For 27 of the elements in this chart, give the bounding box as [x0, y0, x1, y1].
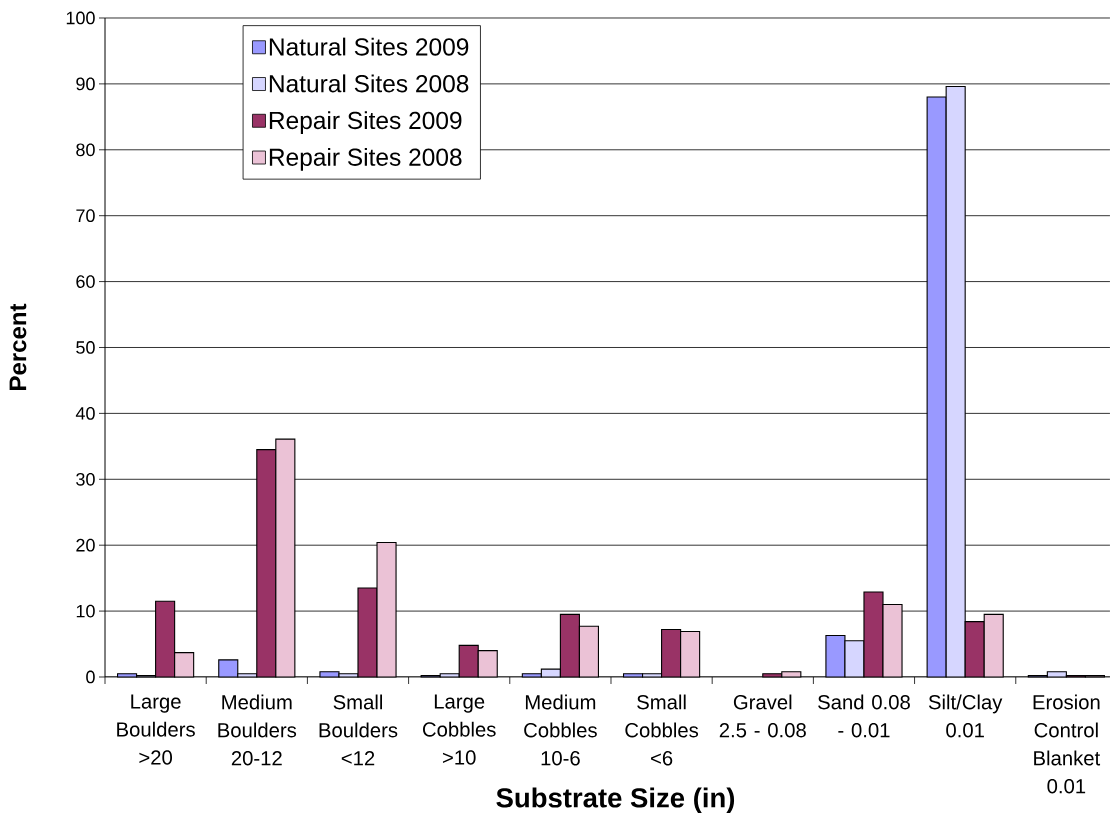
legend-label: Natural Sites 2008 — [269, 74, 469, 93]
y-tick-label: 30 — [76, 472, 95, 486]
y-tick-label: 10 — [76, 604, 95, 618]
y-tick-label: 40 — [75, 407, 95, 420]
x-tick-label: Gravel 2.5 - 0.08 — [719, 694, 806, 738]
legend-label: Natural Sites 2009 — [269, 37, 469, 56]
y-tick-label: 90 — [76, 77, 95, 91]
y-axis-title: Percent — [9, 303, 27, 390]
y-tick-label: 0 — [86, 670, 95, 684]
y-tick-label: 50 — [76, 341, 95, 354]
x-tick-label: Medium Boulders 20-12 — [218, 694, 297, 766]
x-tick-label: Small Cobbles <6 — [625, 694, 699, 766]
x-tick-label: Silt/Clay 0.01 — [928, 694, 1003, 738]
y-tick-label: 60 — [76, 275, 95, 288]
x-tick-label: Medium Cobbles 10-6 — [524, 694, 597, 766]
legend-label: Repair Sites 2009 — [269, 111, 462, 134]
x-tick-label: Small Boulders <12 — [319, 694, 398, 766]
x-tick-label: Large Cobbles >10 — [422, 694, 496, 765]
y-tick-label: 20 — [76, 538, 95, 552]
y-tick-label: 80 — [76, 143, 95, 157]
y-tick-label: 100 — [66, 11, 95, 25]
legend-label: Repair Sites 2008 — [269, 147, 462, 171]
x-tick-label: Erosion Control Blanket 0.01 — [1033, 694, 1101, 794]
y-tick-label: 70 — [76, 209, 95, 223]
x-axis-title: Substrate Size (in) — [496, 787, 735, 813]
x-tick-label: Large Boulders >20 — [117, 694, 195, 765]
x-tick-label: Sand 0.08 - 0.01 — [818, 694, 910, 738]
